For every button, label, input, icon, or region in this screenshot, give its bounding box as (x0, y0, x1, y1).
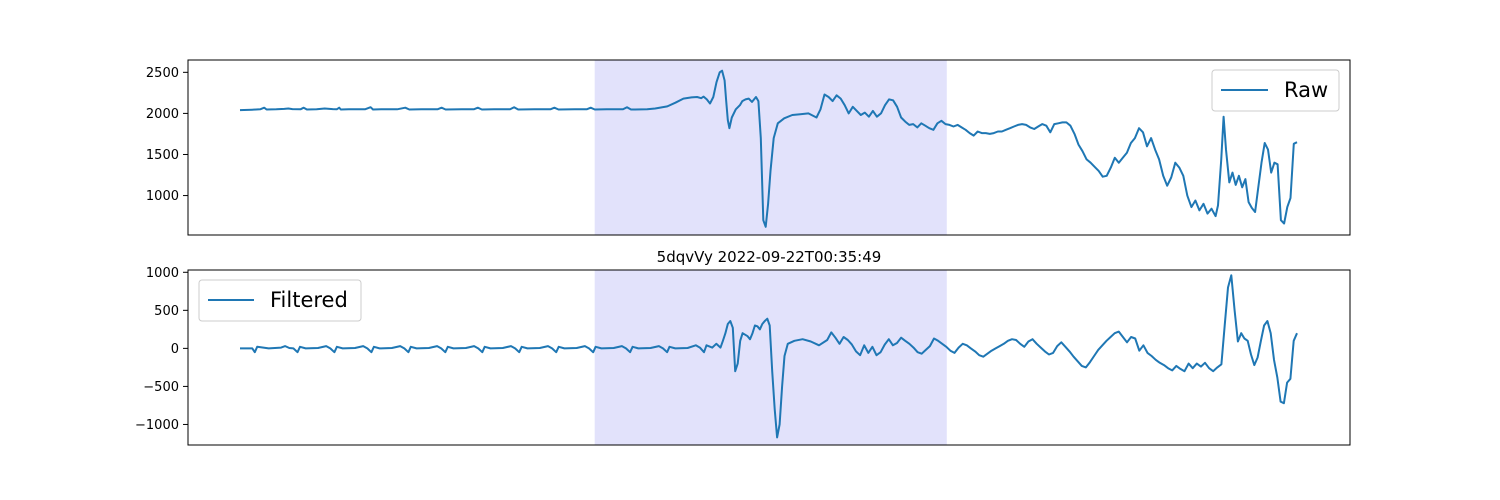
raw-y-tick-label: 1000 (146, 189, 179, 204)
raw-series-line (239, 69, 1298, 228)
filtered-axes-frame (187, 269, 1351, 446)
filtered-y-tick-label: 1000 (146, 266, 179, 281)
raw-panel: 1000 1500 2000 2500 Raw (146, 59, 1351, 236)
chart-title: 5dqvVy 2022-09-22T00:35:49 (657, 248, 882, 266)
filtered-y-tick-label: 0 (171, 342, 179, 357)
filtered-y-tick-label: 500 (154, 304, 179, 319)
filtered-legend: Filtered (198, 279, 362, 322)
filtered-y-tick-label: −500 (143, 380, 179, 395)
raw-y-tick-label: 1500 (146, 148, 179, 163)
raw-legend-box (1211, 69, 1340, 112)
filtered-y-ticks: −1000 −500 0 500 1000 (135, 266, 188, 433)
raw-highlight-region (594, 60, 947, 235)
filtered-series-line (240, 274, 1298, 439)
raw-legend-label: Raw (1284, 78, 1328, 102)
raw-y-tick-label: 2500 (146, 66, 179, 81)
filtered-legend-label: Filtered (270, 288, 348, 312)
raw-legend: Raw (1211, 69, 1340, 112)
raw-y-tick-label: 2000 (146, 107, 179, 122)
raw-axes-frame (187, 59, 1351, 236)
raw-y-ticks: 1000 1500 2000 2500 (146, 66, 188, 204)
filtered-y-tick-label: −1000 (135, 418, 179, 433)
filtered-legend-box (198, 279, 362, 322)
filtered-panel: −1000 −500 0 500 1000 Filtered (135, 266, 1351, 446)
